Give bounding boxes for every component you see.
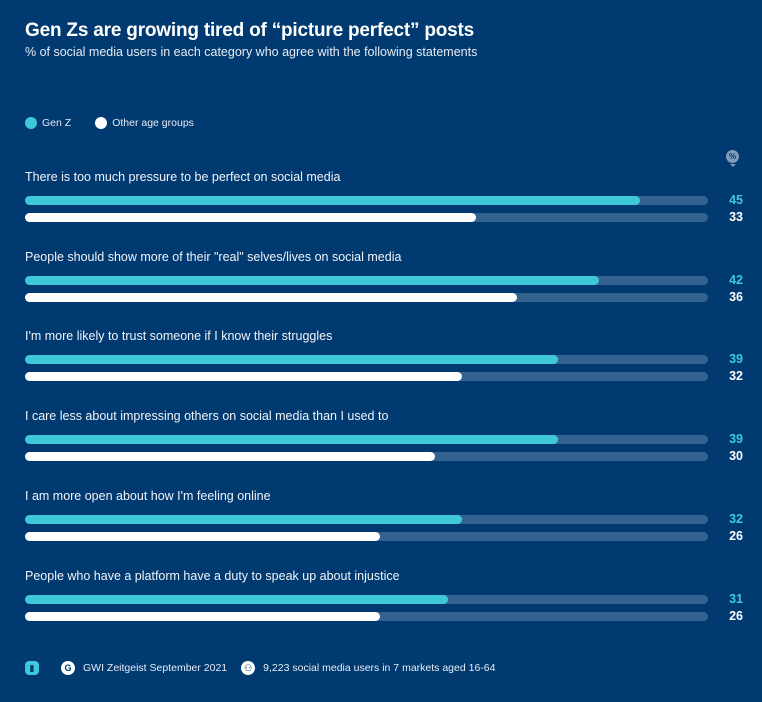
value-label-genz: 39	[729, 352, 743, 366]
value-label-genz: 45	[729, 193, 743, 207]
bar-row: 30	[25, 449, 745, 463]
bar-row: 39	[25, 352, 745, 366]
bar-track	[25, 595, 708, 604]
bar-row: 32	[25, 369, 745, 383]
category-label: People who have a platform have a duty t…	[25, 569, 400, 583]
bar-track	[25, 276, 708, 285]
bar-other	[25, 452, 435, 461]
value-label-genz: 39	[729, 432, 743, 446]
legend-label-other: Other age groups	[112, 117, 194, 129]
legend-item-other: Other age groups	[95, 117, 194, 129]
bar-genz	[25, 196, 640, 205]
bar-other	[25, 293, 517, 302]
bar-row: 31	[25, 592, 745, 606]
bar-track	[25, 452, 708, 461]
value-label-other: 26	[729, 609, 743, 623]
bar-other	[25, 213, 476, 222]
bar-track	[25, 293, 708, 302]
value-label-other: 30	[729, 449, 743, 463]
sample-text: 9,223 social media users in 7 markets ag…	[263, 662, 496, 674]
bar-group: I'm more likely to trust someone if I kn…	[25, 329, 745, 383]
legend: Gen Z Other age groups	[25, 117, 218, 129]
bar-genz	[25, 435, 558, 444]
bar-track	[25, 355, 708, 364]
value-label-other: 33	[729, 210, 743, 224]
value-label-genz: 42	[729, 273, 743, 287]
bar-genz	[25, 355, 558, 364]
footer: ▮ G GWI Zeitgeist September 2021 ⚇ 9,223…	[25, 661, 509, 675]
bar-group: I care less about impressing others on s…	[25, 409, 745, 463]
bar-other	[25, 532, 381, 541]
bar-group: There is too much pressure to be perfect…	[25, 170, 745, 224]
bar-group: I am more open about how I'm feeling onl…	[25, 489, 745, 543]
value-label-genz: 32	[729, 512, 743, 526]
bar-row: 26	[25, 609, 745, 623]
chart-title: Gen Zs are growing tired of “picture per…	[25, 20, 475, 41]
source-logo-icon: G	[61, 661, 75, 675]
bar-track	[25, 213, 708, 222]
bar-track	[25, 612, 708, 621]
legend-item-genz: Gen Z	[25, 117, 71, 129]
legend-swatch-genz	[25, 117, 37, 129]
bar-genz	[25, 595, 449, 604]
bar-group: People who have a platform have a duty t…	[25, 569, 745, 623]
bar-track	[25, 532, 708, 541]
category-label: I care less about impressing others on s…	[25, 409, 389, 423]
bar-row: 32	[25, 512, 745, 526]
bar-genz	[25, 276, 599, 285]
value-label-other: 36	[729, 290, 743, 304]
bar-chart-icon[interactable]: ▮	[25, 661, 39, 675]
bar-track	[25, 196, 708, 205]
bar-row: 42	[25, 273, 745, 287]
category-label: People should show more of their "real" …	[25, 250, 402, 264]
bar-row: 26	[25, 529, 745, 543]
bar-other	[25, 372, 463, 381]
chart-subtitle: % of social media users in each category…	[25, 45, 478, 59]
bar-track	[25, 372, 708, 381]
value-label-other: 32	[729, 369, 743, 383]
percent-unit-icon: %	[726, 150, 739, 167]
category-label: I am more open about how I'm feeling onl…	[25, 489, 271, 503]
bar-row: 45	[25, 193, 745, 207]
bar-row: 36	[25, 290, 745, 304]
value-label-other: 26	[729, 529, 743, 543]
legend-label-genz: Gen Z	[42, 117, 72, 129]
legend-swatch-other	[95, 117, 108, 129]
source-text: GWI Zeitgeist September 2021	[83, 662, 228, 674]
bar-track	[25, 515, 708, 524]
bar-row: 33	[25, 210, 745, 224]
bar-row: 39	[25, 432, 745, 446]
bar-genz	[25, 515, 463, 524]
category-label: There is too much pressure to be perfect…	[25, 170, 341, 184]
bar-group: People should show more of their "real" …	[25, 250, 745, 304]
value-label-genz: 31	[729, 592, 743, 606]
bar-other	[25, 612, 381, 621]
users-icon: ⚇	[241, 661, 256, 675]
category-label: I'm more likely to trust someone if I kn…	[25, 329, 333, 343]
bar-track	[25, 435, 708, 444]
